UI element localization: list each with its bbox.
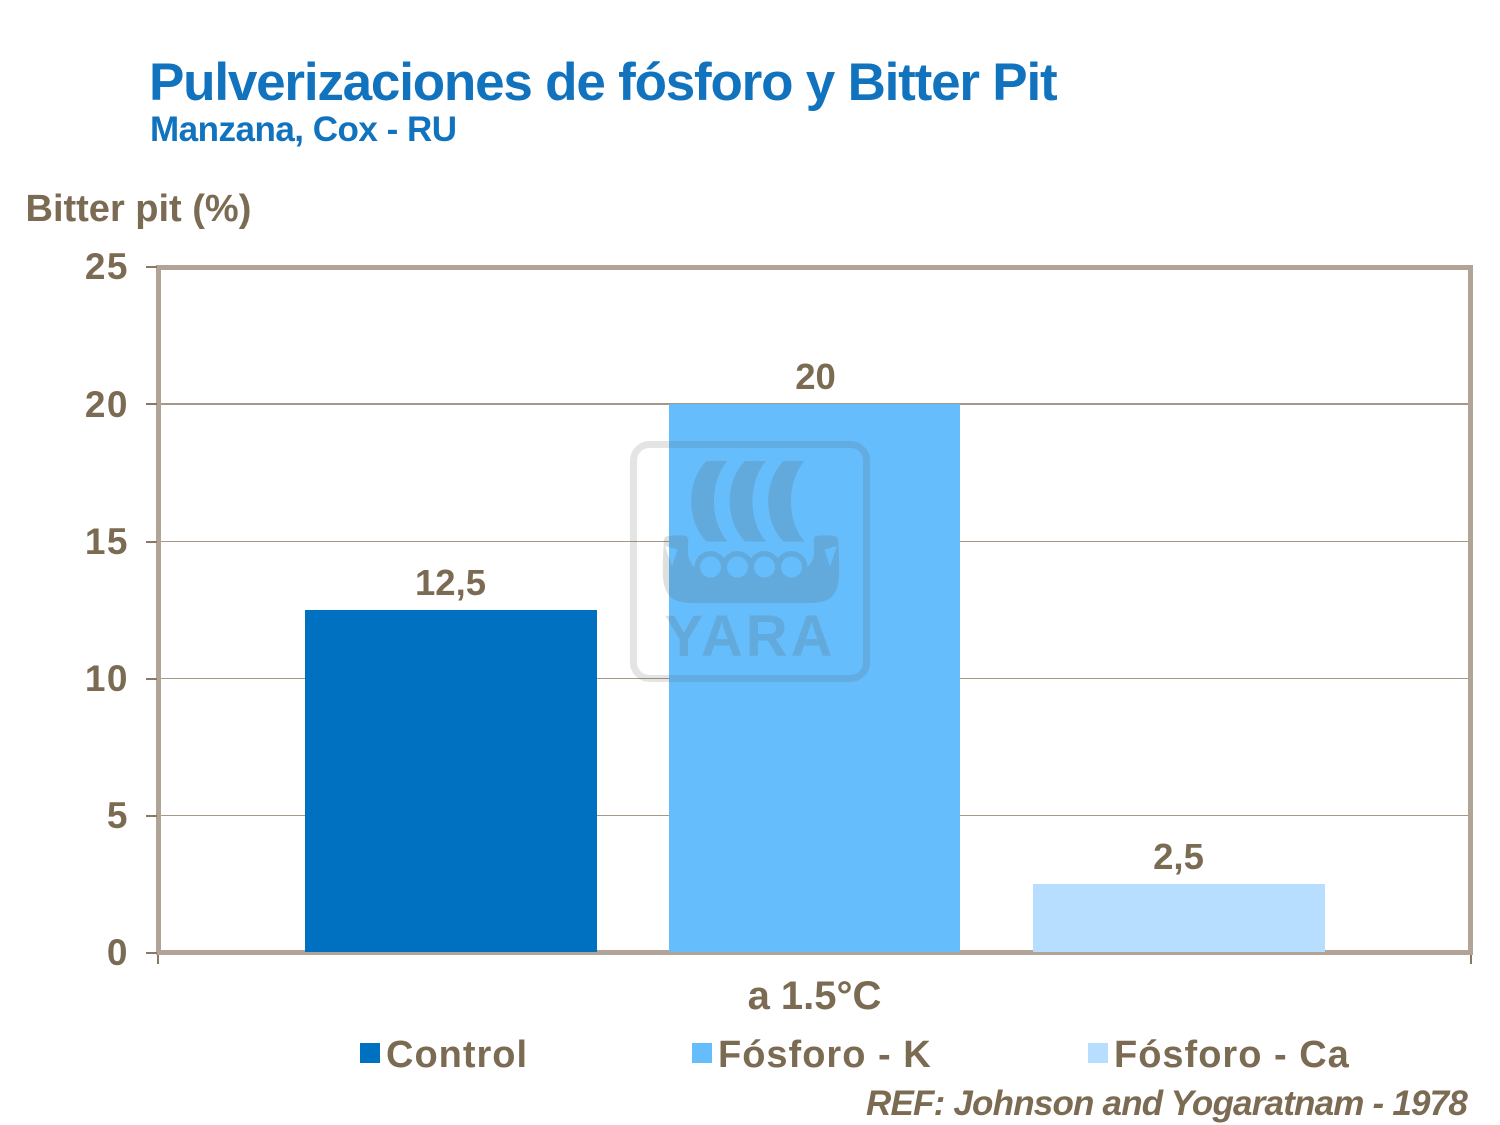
svg-text:YARA: YARA [664, 604, 835, 669]
